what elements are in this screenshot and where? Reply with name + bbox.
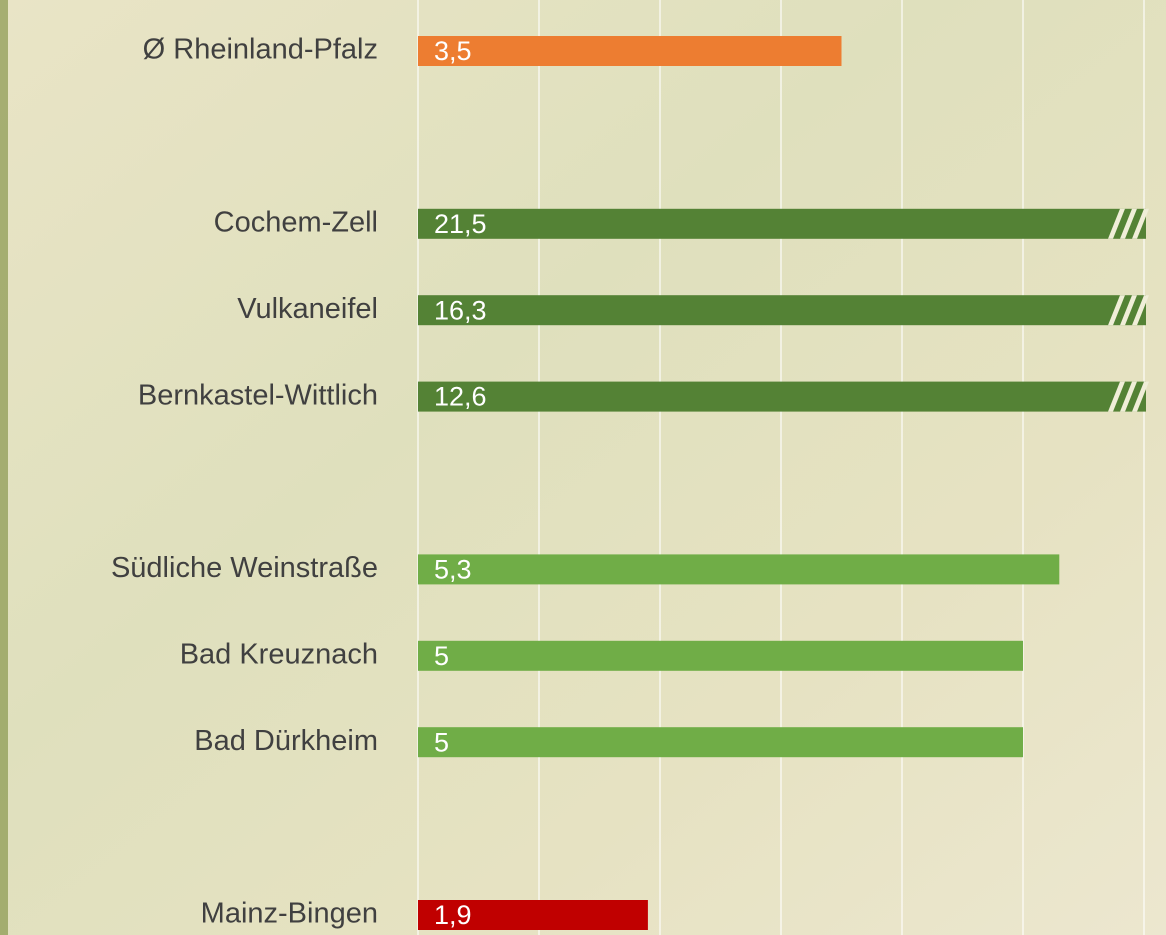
axis-break — [1132, 295, 1149, 326]
bar — [418, 640, 1023, 671]
axis-break — [1132, 381, 1149, 412]
axis-break — [1132, 208, 1149, 239]
category-label: Cochem-Zell — [214, 206, 378, 238]
value-label: 5 — [434, 641, 449, 671]
category-label: Bad Kreuznach — [180, 638, 378, 670]
category-label: Mainz-Bingen — [201, 898, 378, 930]
plot: Ø Rheinland-Pfalz 3,5 Cochem-Zell 21,5 Vulka… — [111, 0, 1149, 935]
value-label: 5,3 — [434, 555, 472, 585]
category-label: Bad Dürkheim — [194, 725, 378, 757]
category-label: Bernkastel-Wittlich — [138, 379, 378, 411]
axis-break — [1120, 208, 1137, 239]
bar — [418, 554, 1060, 585]
axis-break — [1120, 381, 1137, 412]
bars — [418, 36, 1146, 930]
value-label: 5 — [434, 727, 449, 757]
value-label: 12,6 — [434, 382, 487, 412]
bar — [418, 295, 1146, 326]
value-label: 1,9 — [434, 900, 472, 930]
bar — [418, 381, 1146, 412]
bar — [418, 208, 1146, 239]
value-label: 21,5 — [434, 209, 487, 239]
axis-break — [1108, 208, 1125, 239]
value-label: 16,3 — [434, 295, 487, 325]
axis-break — [1108, 381, 1125, 412]
bar — [418, 727, 1023, 758]
axis-break — [1108, 295, 1125, 326]
value-label: 3,5 — [434, 36, 472, 66]
category-label: Vulkaneifel — [237, 293, 378, 325]
bar — [418, 900, 648, 930]
bar — [418, 36, 842, 66]
axis-break — [1120, 295, 1137, 326]
category-label: Ø Rheinland-Pfalz — [143, 34, 378, 66]
category-label: Südliche Weinstraße — [111, 552, 378, 584]
background-edge — [0, 0, 8, 935]
